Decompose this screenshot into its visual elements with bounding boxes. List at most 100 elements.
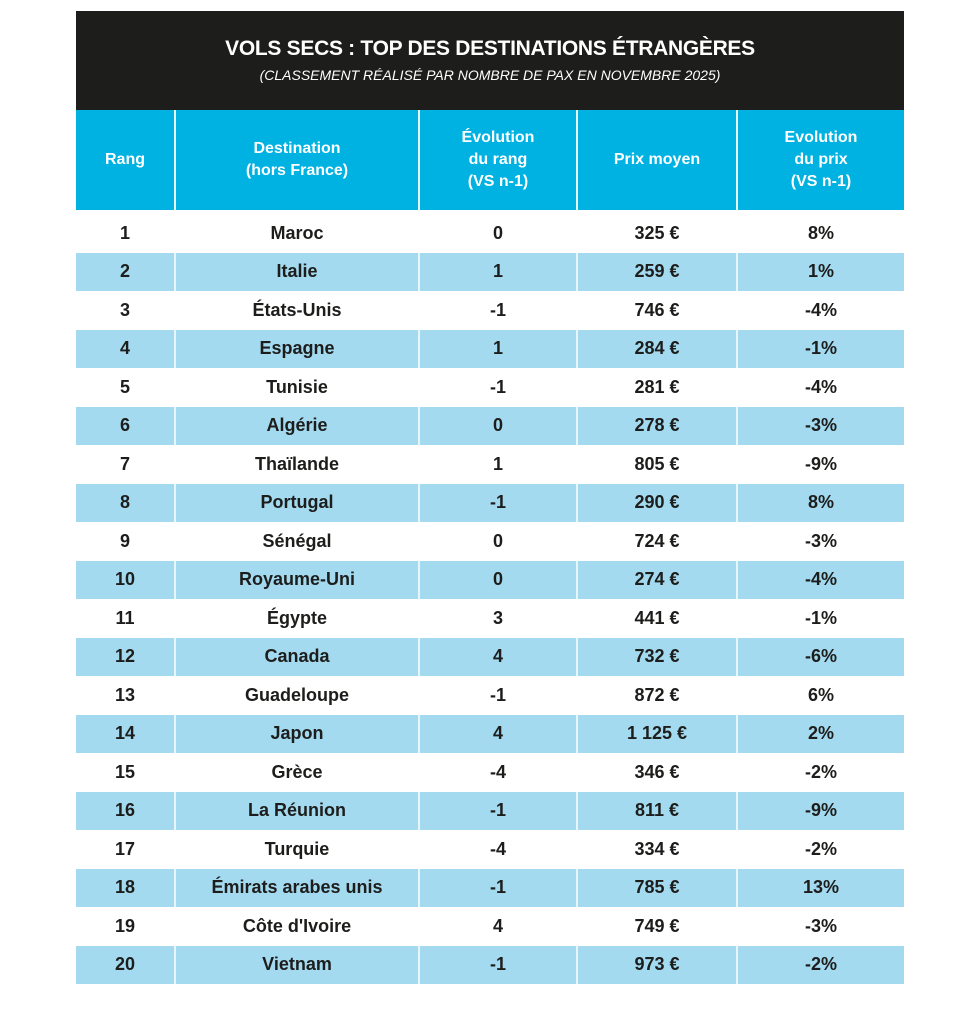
cell-evolution-rang: -1 <box>418 945 577 984</box>
destinations-table: Rang Destination (hors France) Évolution… <box>76 110 904 984</box>
cell-rang: 5 <box>119 376 130 397</box>
cell-prix-moyen: 785 € <box>576 868 737 907</box>
cell-evolution-prix: -1% <box>736 329 904 368</box>
cell-evolution-rang: -1 <box>418 676 577 715</box>
cell-evolution-prix: 8% <box>736 210 904 253</box>
cell-evolution-prix: 13% <box>736 868 904 907</box>
header-destination: Destination (hors France) <box>174 110 419 210</box>
cell-destination: Maroc <box>174 210 419 253</box>
cell-evolution-rang: -1 <box>418 291 577 330</box>
cell-rang: 9 <box>119 530 130 551</box>
table-row: 11 Égypte 3 441 € -1% <box>76 599 904 638</box>
cell-prix-moyen: 290 € <box>576 483 737 522</box>
table-row: 8 Portugal -1 290 €8% <box>76 483 904 522</box>
table-row: 15 Grèce -4 346 € -2% <box>76 753 904 792</box>
table-title: VOLS SECS : TOP DES DESTINATIONS ÉTRANGÈ… <box>225 37 755 60</box>
cell-destination: Thaïlande <box>174 445 419 484</box>
table-row: 16 La Réunion -1 811 € -9% <box>76 791 904 830</box>
cell-rang: 3 <box>119 299 130 320</box>
cell-prix-moyen: 284 € <box>576 329 737 368</box>
header-rang: Rang <box>76 110 175 210</box>
cell-evolution-rang: -4 <box>418 830 577 869</box>
header-row: Rang Destination (hors France) Évolution… <box>76 110 904 210</box>
cell-prix-moyen: 732 € <box>576 637 737 676</box>
cell-evolution-prix: -2% <box>736 945 904 984</box>
cell-destination: Espagne <box>174 329 419 368</box>
table-row: 18 Émirats arabes unis -1 785 €13% <box>76 868 904 907</box>
cell-destination: Algérie <box>174 406 419 445</box>
cell-evolution-rang: 0 <box>418 406 577 445</box>
table-row: 7 Thaïlande 1 805 € -9% <box>76 445 904 484</box>
table-row: 2 Italie 1 259 €1% <box>76 252 904 291</box>
cell-rang: 18 <box>76 868 175 907</box>
cell-destination: Vietnam <box>174 945 419 984</box>
cell-rang: 16 <box>76 791 175 830</box>
table-row: 3 États-Unis -1 746 € -4% <box>76 291 904 330</box>
cell-evolution-prix: -3% <box>736 907 904 946</box>
cell-evolution-prix: -4% <box>736 368 904 407</box>
cell-evolution-rang: -1 <box>418 868 577 907</box>
cell-prix-moyen: 281 € <box>576 368 737 407</box>
cell-destination: Guadeloupe <box>174 676 419 715</box>
cell-destination: Tunisie <box>174 368 419 407</box>
header-evolution-rang: Évolution du rang (VS n-1) <box>418 110 577 210</box>
cell-rang: 6 <box>76 406 175 445</box>
table-subtitle: (CLASSEMENT RÉALISÉ PAR NOMBRE DE PAX EN… <box>259 67 721 83</box>
table-row: 14 Japon 4 1 125 €2% <box>76 714 904 753</box>
cell-destination: Italie <box>174 252 419 291</box>
cell-prix-moyen: 973 € <box>576 945 737 984</box>
cell-rang: 15 <box>114 761 136 782</box>
cell-destination: Turquie <box>174 830 419 869</box>
cell-evolution-rang: -1 <box>418 483 577 522</box>
cell-evolution-rang: -4 <box>418 753 577 792</box>
cell-destination: Côte d'Ivoire <box>174 907 419 946</box>
cell-prix-moyen: 805 € <box>576 445 737 484</box>
cell-prix-moyen: 259 € <box>576 252 737 291</box>
cell-destination: La Réunion <box>174 791 419 830</box>
table-row: 5 Tunisie -1 281 € -4% <box>76 368 904 407</box>
cell-evolution-rang: 0 <box>418 560 577 599</box>
table-row: 12 Canada 4 732 € -6% <box>76 637 904 676</box>
cell-evolution-rang: 0 <box>418 522 577 561</box>
cell-destination: Grèce <box>174 753 419 792</box>
cell-prix-moyen: 746 € <box>576 291 737 330</box>
destinations-table-card: VOLS SECS : TOP DES DESTINATIONS ÉTRANGÈ… <box>76 11 904 984</box>
cell-destination: Émirats arabes unis <box>174 868 419 907</box>
cell-prix-moyen: 724 € <box>576 522 737 561</box>
cell-rang: 1 <box>119 222 130 243</box>
cell-rang: 13 <box>114 684 136 705</box>
table-row: 10 Royaume-Uni 0 274 € -4% <box>76 560 904 599</box>
cell-prix-moyen: 325 € <box>576 210 737 253</box>
table-row: 9 Sénégal 0 724 € -3% <box>76 522 904 561</box>
cell-destination: Sénégal <box>174 522 419 561</box>
cell-evolution-rang: 1 <box>418 445 577 484</box>
table-row: 6 Algérie 0 278 € -3% <box>76 406 904 445</box>
cell-evolution-rang: 3 <box>418 599 577 638</box>
cell-evolution-prix: -4% <box>736 560 904 599</box>
cell-prix-moyen: 811 € <box>576 791 737 830</box>
cell-rang: 20 <box>76 945 175 984</box>
cell-evolution-rang: 4 <box>418 714 577 753</box>
cell-evolution-prix: -2% <box>736 753 904 792</box>
table-row: 4 Espagne 1 284 € -1% <box>76 329 904 368</box>
cell-destination: Canada <box>174 637 419 676</box>
cell-evolution-prix: -3% <box>736 406 904 445</box>
cell-rang: 12 <box>76 637 175 676</box>
cell-evolution-prix: 2% <box>736 714 904 753</box>
cell-evolution-rang: 4 <box>418 637 577 676</box>
cell-evolution-prix: 8% <box>736 483 904 522</box>
table-row: 1 Maroc 0 325 €8% <box>76 210 904 253</box>
cell-rang: 2 <box>76 252 175 291</box>
cell-prix-moyen: 346 € <box>576 753 737 792</box>
cell-evolution-prix: -9% <box>736 445 904 484</box>
cell-evolution-prix: -4% <box>736 291 904 330</box>
cell-destination: Japon <box>174 714 419 753</box>
cell-destination: Égypte <box>174 599 419 638</box>
cell-evolution-prix: -6% <box>736 637 904 676</box>
cell-prix-moyen: 1 125 € <box>576 714 737 753</box>
cell-evolution-rang: 1 <box>418 252 577 291</box>
cell-prix-moyen: 441 € <box>576 599 737 638</box>
cell-rang: 8 <box>76 483 175 522</box>
cell-rang: 7 <box>119 453 130 474</box>
cell-evolution-prix: 6% <box>736 676 904 715</box>
